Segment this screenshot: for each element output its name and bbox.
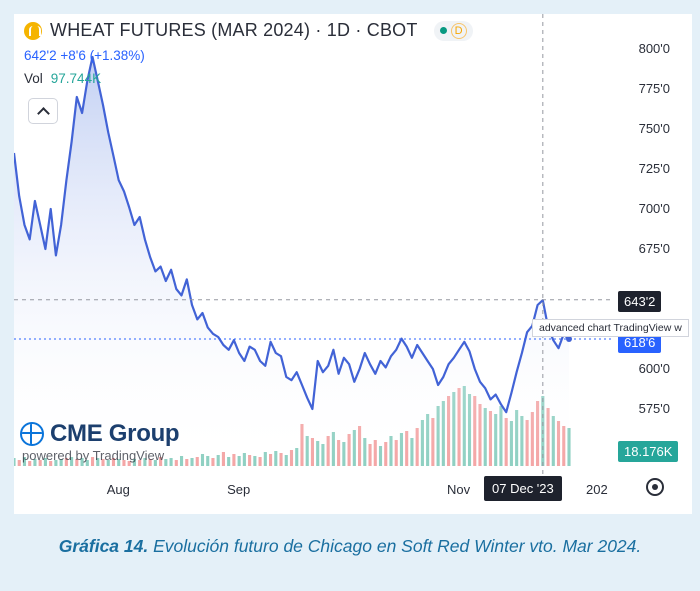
delayed-badge: D	[450, 22, 467, 39]
last-price-label: 618'6	[618, 332, 662, 353]
crosshair-price-label: 643'2	[618, 291, 662, 312]
y-tick-label: 750'0	[638, 121, 670, 136]
collapse-legend-button[interactable]	[28, 98, 58, 124]
y-tick-label: 600'0	[638, 361, 670, 376]
y-tick-label: 675'0	[638, 241, 670, 256]
watermark-tooltip: advanced chart TradingView w	[532, 319, 689, 337]
cme-logo: CME Group	[20, 420, 180, 448]
price-area	[14, 57, 569, 466]
volume-value: 97.744K	[50, 71, 102, 86]
status-badges[interactable]: D	[433, 20, 473, 41]
date-cursor-label: 07 Dec '23	[484, 476, 562, 501]
last-price-dot	[566, 336, 572, 342]
market-status-dot	[439, 27, 447, 34]
globe-icon	[20, 422, 44, 446]
cme-logo-text: CME Group	[50, 420, 180, 447]
x-tick-label: Aug	[106, 482, 130, 497]
price-line	[14, 55, 570, 414]
chart-header: WHEAT FUTURES (MAR 2024) · 1D · CBOT D	[24, 20, 473, 41]
y-tick-label: 800'0	[638, 41, 670, 56]
caption-number: Gráfica 14.	[58, 536, 149, 556]
chart-title: WHEAT FUTURES (MAR 2024) · 1D · CBOT	[50, 20, 418, 40]
price-change-readout: 642'2 +8'6 (+1.38%)	[24, 48, 145, 63]
powered-by-text: powered by TradingView	[22, 448, 165, 463]
y-tick-label: 700'0	[638, 201, 670, 216]
chart-panel[interactable]: WHEAT FUTURES (MAR 2024) · 1D · CBOT D 6…	[14, 14, 692, 514]
x-tick-partial: 202	[586, 482, 608, 497]
x-tick-label: Sep	[227, 482, 251, 497]
caption-text: Evolución futuro de Chicago en Soft Red …	[153, 536, 642, 556]
x-tick-label: Nov	[447, 482, 471, 497]
volume-readout: Vol 97.744K	[24, 71, 101, 86]
figure-caption: Gráfica 14. Evolución futuro de Chicago …	[0, 534, 700, 559]
y-tick-label: 575'0	[638, 401, 670, 416]
volume-label: Vol	[24, 71, 43, 86]
price-chart[interactable]	[14, 14, 692, 514]
symbol-icon	[24, 21, 42, 40]
settings-icon[interactable]	[646, 478, 664, 496]
volume-last-label: 18.176K	[618, 441, 679, 462]
y-tick-label: 775'0	[638, 81, 670, 96]
chevron-up-icon	[36, 106, 50, 120]
y-tick-label: 725'0	[638, 161, 670, 176]
